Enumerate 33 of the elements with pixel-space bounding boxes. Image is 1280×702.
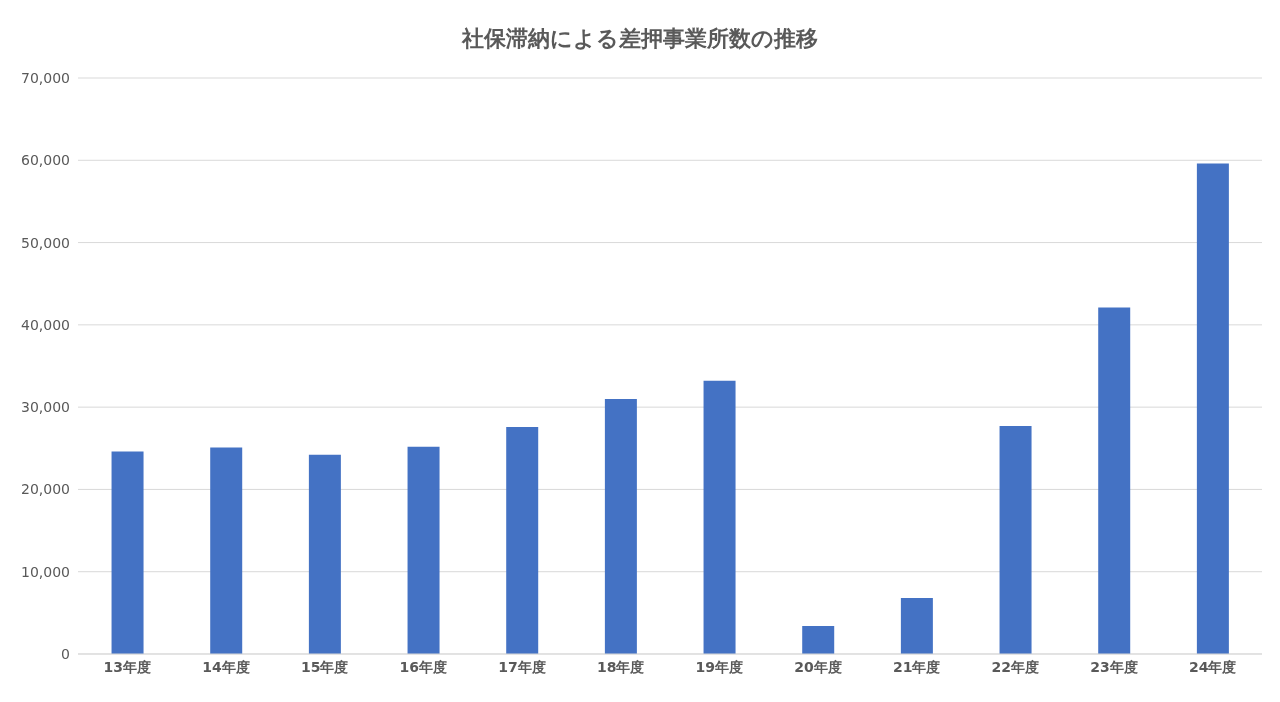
bar xyxy=(802,626,835,654)
x-tick-label: 20年度 xyxy=(794,658,842,675)
bar xyxy=(506,426,539,654)
x-tick-label: 24年度 xyxy=(1188,658,1237,675)
x-tick-label: 23年度 xyxy=(1090,658,1138,675)
x-tick-label: 14年度 xyxy=(202,658,250,675)
x-tick-label: 15年度 xyxy=(300,658,349,675)
x-tick-label: 21年度 xyxy=(892,658,941,675)
bar xyxy=(703,380,736,654)
y-tick-label: 50,000 xyxy=(21,234,70,251)
bar xyxy=(1196,163,1229,654)
x-tick-label: 13年度 xyxy=(103,658,152,675)
bar xyxy=(999,426,1032,654)
x-tick-label: 16年度 xyxy=(399,658,448,675)
y-tick-label: 20,000 xyxy=(21,481,70,498)
bar xyxy=(308,454,341,654)
y-tick-label: 10,000 xyxy=(21,563,70,580)
bar xyxy=(407,446,440,654)
chart-title: 社保滞納による差押事業所数の推移 xyxy=(460,25,819,53)
y-tick-label: 60,000 xyxy=(21,152,70,169)
x-tick-label: 22年度 xyxy=(991,658,1040,675)
bar xyxy=(1098,307,1131,654)
x-tick-label: 18年度 xyxy=(596,658,645,675)
y-tick-label: 70,000 xyxy=(21,69,70,86)
y-tick-label: 30,000 xyxy=(21,399,70,416)
y-tick-label: 40,000 xyxy=(21,316,70,333)
x-tick-label: 19年度 xyxy=(695,658,744,675)
bar xyxy=(111,451,144,654)
bar xyxy=(210,447,243,654)
bar xyxy=(900,598,933,654)
y-tick-label: 0 xyxy=(61,645,70,662)
x-tick-label: 17年度 xyxy=(498,658,546,675)
bar xyxy=(604,398,637,654)
